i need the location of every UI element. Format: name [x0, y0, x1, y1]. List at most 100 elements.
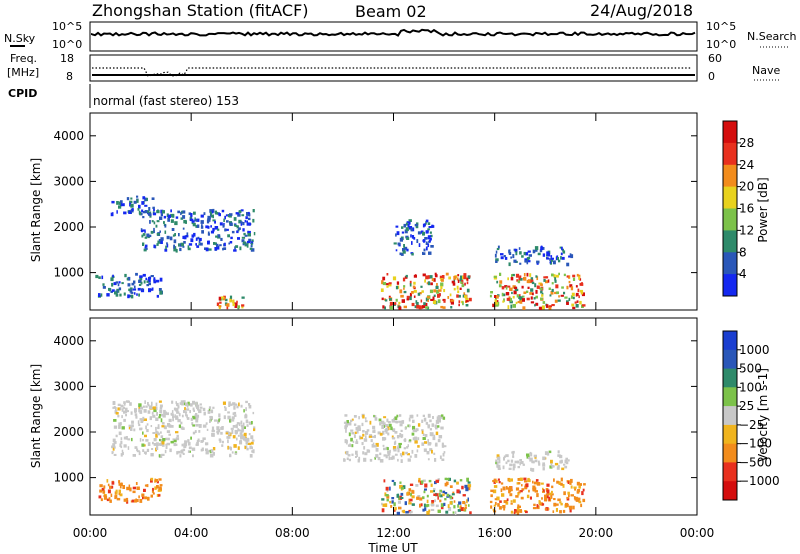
- echo-cell: [544, 508, 547, 511]
- echo-cell: [433, 289, 437, 293]
- echo-cell: [568, 255, 571, 258]
- echo-cell: [537, 252, 541, 256]
- echo-cell: [435, 479, 439, 483]
- echo-cell: [154, 486, 157, 490]
- echo-cell: [115, 494, 118, 498]
- echo-cell: [398, 306, 402, 310]
- echo-cell: [464, 506, 467, 509]
- echo-cell: [538, 462, 541, 466]
- echo-cell: [148, 207, 151, 211]
- echo-cell: [533, 454, 537, 458]
- echo-cell: [139, 275, 143, 279]
- echo-cell: [156, 210, 160, 214]
- echo-cell: [453, 287, 456, 291]
- echo-cell: [210, 230, 214, 234]
- y-tick-label: 4000: [53, 334, 84, 348]
- echo-cell: [138, 451, 141, 456]
- echo-cell: [219, 301, 222, 304]
- echo-cell: [230, 236, 233, 240]
- echo-cell: [416, 222, 419, 226]
- echo-cell: [394, 453, 398, 456]
- echo-cell: [176, 434, 179, 438]
- echo-cell: [406, 221, 410, 224]
- y-tick-label: 2000: [53, 425, 84, 439]
- echo-cell: [551, 259, 553, 262]
- echo-cell: [536, 493, 539, 498]
- echo-cell: [198, 237, 202, 242]
- echo-cell: [530, 467, 533, 472]
- colorbar-frame: [722, 330, 738, 501]
- echo-cell: [194, 430, 197, 433]
- echo-cell: [189, 218, 192, 221]
- echo-cell: [558, 259, 561, 263]
- echo-cell: [421, 305, 426, 309]
- echo-cell: [510, 256, 512, 259]
- echo-cell: [168, 424, 172, 427]
- echo-cell: [218, 213, 221, 217]
- echo-cell: [206, 450, 209, 454]
- echo-cell: [502, 300, 505, 303]
- echo-cell: [142, 449, 145, 452]
- echo-cell: [165, 437, 168, 441]
- echo-cell: [139, 499, 143, 503]
- echo-cell: [170, 219, 174, 223]
- echo-cell: [387, 421, 391, 424]
- echo-cell: [241, 214, 245, 217]
- echo-cell: [379, 459, 384, 463]
- echo-cell: [406, 248, 409, 252]
- echo-cell: [383, 454, 387, 457]
- date-label: 24/Aug/2018: [590, 1, 693, 20]
- echo-cell: [432, 436, 436, 441]
- echo-cell: [119, 493, 123, 497]
- echo-cell: [576, 481, 580, 486]
- echo-cell: [411, 503, 415, 506]
- echo-cell: [427, 281, 431, 286]
- echo-cell: [427, 243, 430, 248]
- echo-cell: [391, 500, 394, 504]
- echo-cell: [437, 293, 440, 298]
- echo-cell: [460, 507, 464, 512]
- echo-cell: [495, 461, 497, 465]
- echo-cell: [156, 412, 158, 416]
- echo-cell: [519, 298, 521, 302]
- echo-cell: [172, 234, 175, 237]
- echo-cell: [360, 436, 364, 440]
- echo-cell: [368, 435, 373, 438]
- echo-cell: [153, 209, 155, 212]
- echo-cell: [140, 228, 143, 232]
- echo-cell: [425, 221, 427, 225]
- echo-cell: [172, 415, 175, 418]
- echo-cell: [172, 213, 175, 218]
- echo-cell: [232, 412, 235, 416]
- echo-cell: [399, 481, 402, 484]
- echo-cell: [144, 484, 148, 487]
- echo-cell: [527, 250, 531, 253]
- echo-cell: [115, 491, 118, 495]
- freq-tick-bottom: 8: [66, 70, 73, 83]
- echo-cell: [133, 499, 137, 503]
- echo-cell: [427, 424, 431, 428]
- echo-cell: [134, 446, 138, 449]
- echo-cell: [162, 438, 166, 442]
- echo-cell: [251, 421, 253, 425]
- echo-cell: [434, 274, 438, 278]
- echo-cell: [386, 418, 389, 423]
- echo-cell: [436, 416, 440, 420]
- echo-cell: [141, 493, 145, 497]
- echo-cell: [518, 505, 521, 508]
- echo-cell: [144, 400, 146, 404]
- echo-cell: [180, 400, 185, 403]
- echo-cell: [425, 230, 429, 233]
- echo-cell: [215, 242, 217, 246]
- echo-cell: [168, 433, 171, 436]
- echo-cell: [429, 448, 433, 452]
- echo-cell: [531, 460, 535, 464]
- echo-cell: [203, 411, 206, 416]
- echo-cell: [521, 488, 525, 491]
- echo-cell: [129, 402, 132, 406]
- echo-cell: [573, 496, 576, 500]
- echo-cell: [444, 482, 448, 487]
- echo-cell: [507, 305, 510, 309]
- echo-cell: [447, 504, 450, 508]
- echo-cell: [165, 413, 169, 416]
